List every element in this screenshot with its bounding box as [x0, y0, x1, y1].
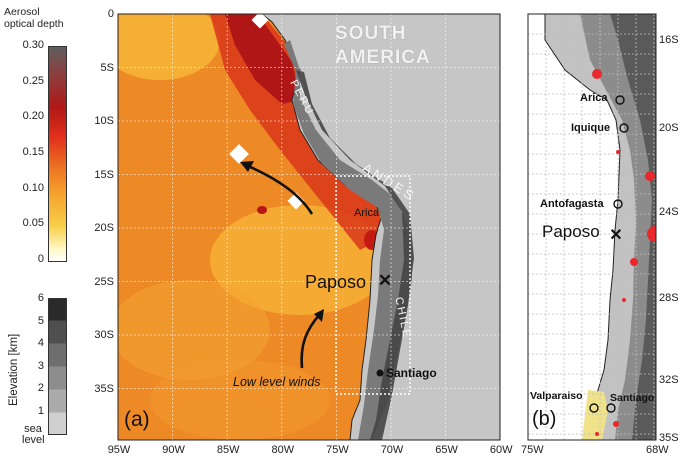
valparaiso-label-b: Valparaiso — [530, 390, 583, 402]
aod-tick-label: 0.20 — [22, 110, 44, 123]
wind-arrow-south — [300, 313, 321, 369]
panel-b-lon-tick: 75W — [521, 444, 544, 456]
aod-tick-label: 0.10 — [22, 181, 44, 194]
panel-a-lat-tick: 25S — [94, 275, 114, 288]
panel-b-label: (b) — [532, 408, 557, 430]
panel-a-lat-tick: 5S — [100, 61, 114, 74]
elevation-colorbar — [48, 298, 67, 435]
panel-b-map: ✕ — [528, 14, 656, 440]
aod-dot — [645, 171, 655, 181]
elevation-tick-label: 4 — [37, 337, 44, 349]
city-marker — [589, 403, 599, 413]
elevation-tick-label: 3 — [37, 359, 44, 372]
aod-tick-label: 0.05 — [22, 217, 44, 230]
elevation-tick-label: 5 — [37, 314, 44, 327]
wind-arrow-north — [245, 163, 314, 215]
aod-dot — [595, 432, 599, 436]
sea-label-line2: level — [22, 434, 45, 446]
panel-b-lat-tick: 24S — [659, 206, 679, 218]
panel-a-lon-tick: 75W — [326, 444, 349, 456]
aod-tick-label: 0.25 — [22, 74, 44, 87]
panel-b-lon-tick: 68W — [646, 444, 669, 456]
panel-a-lat-tick: 35S — [94, 382, 114, 395]
santiago-label-a: Santiago — [386, 366, 437, 380]
aod-dot — [592, 69, 602, 79]
aod-colorbar — [48, 46, 67, 262]
paposo-label-b: Paposo — [542, 222, 600, 241]
elevation-tick-label: 6 — [37, 292, 44, 304]
arica-label-a: Arica — [354, 207, 380, 219]
andes-range — [284, 40, 412, 440]
panel-a-lon-tick: 95W — [107, 444, 131, 456]
panel-a-lon-tick: 80W — [271, 444, 295, 456]
city-marker — [619, 123, 629, 133]
panel-b-aod-patch — [582, 390, 608, 440]
panel-a-lon-tick: 65W — [435, 444, 458, 456]
panel-b-lat-tick: 20S — [659, 122, 679, 134]
city-marker — [615, 95, 625, 105]
elevation-tick-label: 2 — [37, 382, 44, 394]
panel-b-lat-tick: 32S — [659, 374, 679, 386]
panel-a-lon-tick: 70W — [380, 444, 404, 456]
aod-dot — [613, 421, 619, 427]
panel-b-lat-tick: 16S — [659, 34, 679, 46]
panel-b-frame — [527, 13, 657, 441]
santiago-label-b: Santiago — [610, 392, 655, 404]
diamond-marker — [287, 192, 305, 210]
iquique-label-b: Iquique — [571, 122, 611, 134]
panel-a-label: (a) — [124, 408, 150, 431]
panel-b-lat-tick: 35S — [659, 432, 679, 444]
diamond-marker — [229, 144, 249, 164]
panel-b-extent-box — [335, 175, 411, 395]
city-marker — [606, 403, 616, 413]
panel-a-lat-tick: 30S — [94, 329, 114, 341]
arica-label-b: Arica — [580, 92, 608, 104]
panel-a-frame — [117, 13, 501, 441]
aod-tick-label: 0.30 — [22, 39, 44, 51]
panel-a-lat-tick: 20S — [94, 222, 114, 234]
sea-level-label: sea level — [22, 423, 45, 446]
aod-colorbar-title: Aerosol optical depth — [4, 6, 64, 30]
panel-a-lon-tick: 85W — [216, 444, 240, 456]
panel-a-lat-tick: 15S — [94, 168, 114, 181]
santiago-marker — [376, 369, 384, 377]
antofagasta-label-b: Antofagasta — [540, 198, 604, 210]
sea-label-line1: sea — [24, 423, 42, 435]
aod-dot — [647, 226, 656, 242]
aod-dot — [616, 150, 620, 154]
aod-title-line2: optical depth — [4, 18, 64, 30]
aod-tick-label: 0.15 — [22, 146, 44, 158]
panel-a-lat-tick: 0 — [107, 8, 114, 20]
aod-dot — [630, 258, 638, 266]
continent-line2: AMERICA — [335, 47, 431, 68]
panel-a-lon-tick: 90W — [162, 444, 185, 456]
continent-label: SOUTH AMERICA — [335, 22, 431, 70]
panel-a-lat-tick: 10S — [94, 115, 114, 127]
aod-tick-label: 0 — [37, 253, 44, 265]
aod-dot — [622, 298, 626, 302]
paposo-label-a: Paposo — [305, 272, 367, 292]
aod-title-line1: Aerosol — [4, 6, 40, 18]
panel-a-lon-tick: 60W — [489, 444, 513, 456]
paposo-marker-b: ✕ — [609, 227, 622, 244]
continent-line1: SOUTH — [335, 23, 407, 44]
elevation-tick-label: 1 — [37, 404, 44, 417]
paposo-marker: ✕ — [378, 271, 392, 290]
panel-b-lat-tick: 28S — [659, 292, 679, 304]
winds-label: Low level winds — [233, 375, 321, 389]
city-marker — [613, 199, 623, 209]
